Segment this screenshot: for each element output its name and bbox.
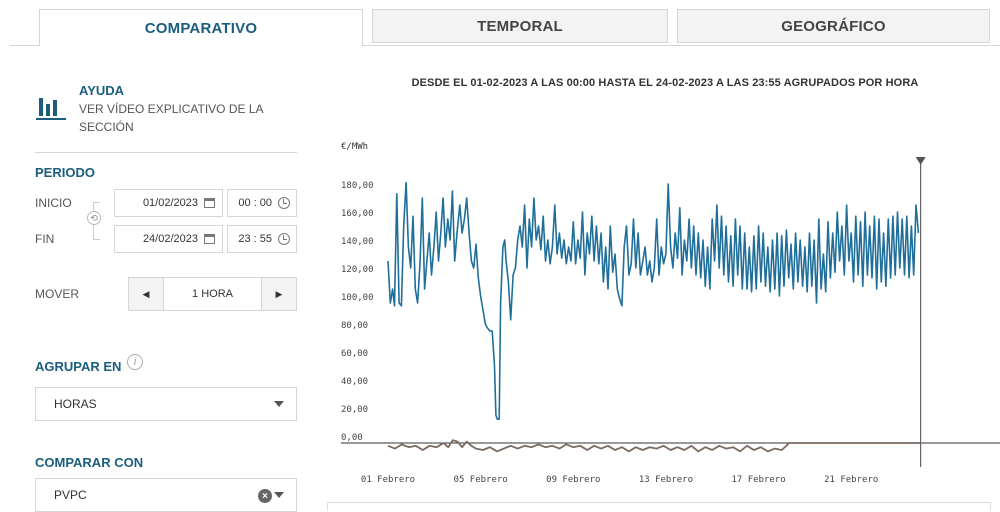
series-line-main bbox=[387, 181, 920, 421]
agrupar-title: AGRUPAR EN bbox=[35, 359, 122, 374]
clock-icon[interactable] bbox=[278, 197, 290, 209]
y-axis-unit: €/MWh bbox=[341, 142, 368, 152]
info-icon[interactable]: i bbox=[127, 354, 143, 370]
help-title[interactable]: AYUDA bbox=[79, 83, 125, 98]
y-tick-label: 160,00 bbox=[341, 209, 374, 219]
agrupar-value: HORAS bbox=[54, 397, 97, 411]
tab-temporal[interactable]: TEMPORAL bbox=[372, 9, 668, 43]
agrupar-select[interactable]: HORAS bbox=[35, 387, 297, 421]
inicio-time-value: 00 : 00 bbox=[238, 197, 272, 209]
tab-bar: COMPARATIVO TEMPORAL GEOGRÁFICO bbox=[0, 0, 1000, 46]
chevron-down-icon bbox=[274, 492, 284, 498]
inicio-date-field[interactable]: 01/02/2023 bbox=[114, 189, 223, 217]
x-tick-label: 17 Febrero bbox=[731, 475, 785, 485]
inicio-date-value: 01/02/2023 bbox=[142, 197, 198, 209]
time-cursor-handle bbox=[915, 157, 926, 165]
y-tick-label: 80,00 bbox=[341, 321, 368, 331]
fin-time-field[interactable]: 23 : 55 bbox=[227, 225, 297, 253]
mover-prev-button[interactable]: ◀ bbox=[129, 278, 163, 310]
help-link[interactable]: AYUDA VER VÍDEO EXPLICATIVO DE LA SECCIÓ… bbox=[35, 80, 297, 153]
chevron-down-icon bbox=[274, 401, 284, 407]
y-tick-label: 40,00 bbox=[341, 377, 368, 387]
tab-divider bbox=[363, 45, 1000, 46]
comparar-select[interactable]: PVPC × bbox=[35, 478, 297, 512]
x-tick-label: 05 Febrero bbox=[454, 475, 508, 485]
fin-label: FIN bbox=[35, 232, 55, 246]
x-tick-label: 13 Febrero bbox=[639, 475, 693, 485]
clock-icon[interactable] bbox=[278, 233, 290, 245]
y-tick-label: 60,00 bbox=[341, 349, 368, 359]
y-tick-label: 140,00 bbox=[341, 237, 374, 247]
comparar-value: PVPC bbox=[54, 488, 87, 502]
fin-time-value: 23 : 55 bbox=[238, 233, 272, 245]
help-description[interactable]: VER VÍDEO EXPLICATIVO DE LA SECCIÓN bbox=[79, 102, 263, 134]
comparar-title: COMPARAR CON bbox=[35, 455, 144, 470]
periodo-title: PERIODO bbox=[35, 165, 95, 180]
calendar-icon[interactable] bbox=[204, 234, 215, 244]
bar-chart-icon bbox=[36, 98, 66, 120]
fin-date-field[interactable]: 24/02/2023 bbox=[114, 225, 223, 253]
price-chart: €/MWh 180,00 160,00 140,00 120,00 100,00 80,00… bbox=[327, 130, 1000, 509]
chart-canvas: €/MWh 180,00 160,00 140,00 120,00 100,00 80,00… bbox=[341, 142, 1000, 485]
mover-next-button[interactable]: ▶ bbox=[262, 278, 296, 310]
inicio-time-field[interactable]: 00 : 00 bbox=[227, 189, 297, 217]
series-line-secondary bbox=[387, 439, 921, 453]
y-tick-label: 100,00 bbox=[341, 293, 374, 303]
tab-comparativo[interactable]: COMPARATIVO bbox=[39, 9, 363, 46]
tab-geografico[interactable]: GEOGRÁFICO bbox=[677, 9, 990, 43]
calendar-icon[interactable] bbox=[204, 198, 215, 208]
tab-divider bbox=[10, 45, 39, 46]
clear-icon[interactable]: × bbox=[258, 489, 272, 503]
bottom-panel bbox=[327, 502, 991, 511]
x-tick-label: 09 Febrero bbox=[546, 475, 600, 485]
chart-title: DESDE EL 01-02-2023 A LAS 00:00 HASTA EL… bbox=[411, 77, 919, 89]
x-tick-label: 01 Febrero bbox=[361, 475, 415, 485]
mover-label: MOVER bbox=[35, 287, 80, 301]
y-tick-label: 0,00 bbox=[341, 433, 363, 443]
mover-value: 1 HORA bbox=[163, 278, 262, 310]
y-tick-label: 120,00 bbox=[341, 265, 374, 275]
x-tick-label: 21 Febrero bbox=[824, 475, 878, 485]
y-tick-label: 180,00 bbox=[341, 181, 374, 191]
inicio-label: INICIO bbox=[35, 196, 72, 210]
fin-date-value: 24/02/2023 bbox=[142, 233, 198, 245]
y-tick-label: 20,00 bbox=[341, 405, 368, 415]
link-icon[interactable]: ⟲ bbox=[87, 211, 101, 225]
mover-control: ◀ 1 HORA ▶ bbox=[128, 277, 297, 311]
